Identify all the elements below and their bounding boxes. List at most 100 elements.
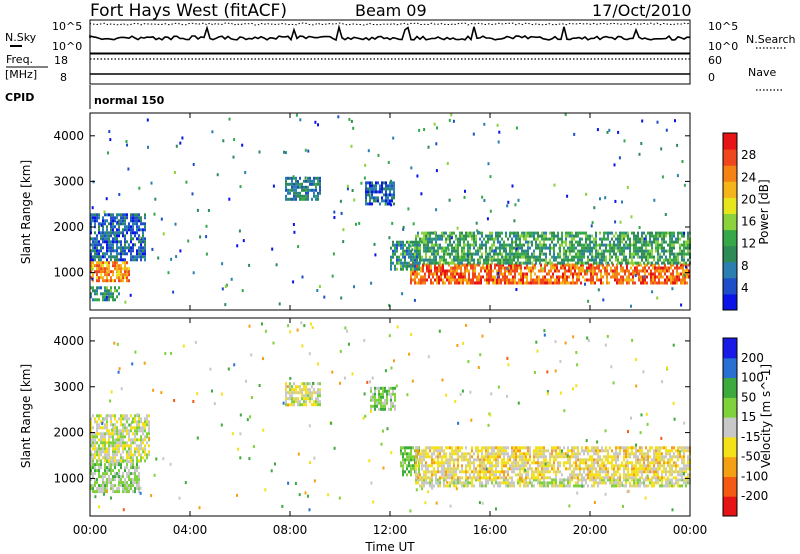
data-cell bbox=[497, 449, 499, 453]
data-cell bbox=[551, 467, 553, 471]
data-cell bbox=[297, 400, 299, 404]
data-cell bbox=[501, 470, 503, 474]
data-cell bbox=[565, 455, 567, 459]
data-cell bbox=[679, 484, 681, 488]
data-cell bbox=[364, 163, 367, 167]
data-cell bbox=[535, 446, 537, 450]
data-cell bbox=[635, 240, 637, 244]
data-cell bbox=[506, 278, 508, 282]
data-cell bbox=[593, 464, 595, 468]
data-cell bbox=[599, 231, 601, 235]
data-cell bbox=[447, 458, 449, 462]
data-cell bbox=[629, 252, 631, 256]
data-cell bbox=[686, 281, 688, 285]
data-cell bbox=[464, 189, 466, 193]
data-cell bbox=[517, 467, 519, 471]
data-cell bbox=[431, 476, 433, 480]
data-cell bbox=[611, 246, 613, 250]
data-cell bbox=[291, 403, 293, 407]
data-cell bbox=[285, 388, 287, 392]
data-cell bbox=[92, 213, 94, 217]
data-cell bbox=[491, 446, 493, 450]
data-cell bbox=[591, 478, 593, 482]
data-cell bbox=[459, 234, 461, 238]
data-cell bbox=[106, 298, 108, 302]
data-cell bbox=[585, 261, 587, 265]
data-cell bbox=[503, 476, 505, 480]
data-cell bbox=[138, 414, 140, 418]
data-cell bbox=[404, 255, 406, 259]
data-cell bbox=[453, 449, 455, 453]
data-cell bbox=[523, 261, 525, 265]
data-cell bbox=[134, 453, 136, 457]
data-cell bbox=[112, 459, 114, 463]
data-cell bbox=[515, 249, 517, 253]
data-cell bbox=[461, 234, 463, 238]
data-cell bbox=[537, 455, 539, 459]
data-cell bbox=[519, 452, 521, 456]
data-cell bbox=[384, 386, 386, 390]
data-cell bbox=[622, 275, 624, 279]
data-cell bbox=[537, 231, 539, 235]
data-cell bbox=[645, 249, 647, 253]
data-cell bbox=[663, 234, 665, 238]
data-cell bbox=[579, 484, 581, 488]
data-cell bbox=[623, 234, 625, 238]
data-cell bbox=[423, 470, 425, 474]
data-cell bbox=[130, 246, 132, 250]
data-cell bbox=[545, 234, 547, 238]
data-cell bbox=[687, 252, 689, 256]
data-cell bbox=[601, 449, 603, 453]
data-cell bbox=[579, 231, 581, 235]
data-cell bbox=[615, 458, 617, 462]
data-cell bbox=[557, 231, 559, 235]
data-cell bbox=[90, 472, 92, 476]
data-cell bbox=[402, 240, 404, 244]
data-cell bbox=[90, 435, 92, 439]
data-cell bbox=[317, 388, 319, 392]
colorbar-tick-label: 20 bbox=[741, 192, 756, 206]
data-cell bbox=[533, 476, 535, 480]
data-cell bbox=[301, 382, 303, 386]
data-cell bbox=[291, 397, 293, 401]
data-cell bbox=[433, 258, 435, 262]
data-cell bbox=[611, 231, 613, 235]
data-cell bbox=[408, 252, 410, 256]
data-cell bbox=[633, 481, 635, 485]
data-cell bbox=[439, 261, 441, 265]
data-cell bbox=[654, 263, 656, 267]
data-cell bbox=[525, 478, 527, 482]
data-cell bbox=[112, 246, 114, 250]
data-cell bbox=[495, 452, 497, 456]
data-cell bbox=[289, 197, 291, 201]
data-cell bbox=[621, 252, 623, 256]
data-cell bbox=[529, 240, 531, 244]
data-cell bbox=[599, 261, 601, 265]
data-cell bbox=[678, 275, 680, 279]
data-cell bbox=[112, 243, 114, 247]
data-cell bbox=[676, 278, 678, 282]
data-cell bbox=[140, 453, 142, 457]
data-cell bbox=[100, 255, 102, 259]
data-cell bbox=[459, 476, 461, 480]
data-cell bbox=[605, 449, 607, 453]
data-cell bbox=[629, 237, 631, 241]
data-cell bbox=[419, 476, 421, 480]
data-cell bbox=[114, 298, 116, 302]
data-cell bbox=[685, 246, 687, 250]
data-cell bbox=[358, 221, 361, 225]
data-cell bbox=[635, 461, 637, 465]
data-cell bbox=[457, 455, 459, 459]
data-cell bbox=[445, 258, 447, 262]
data-cell bbox=[655, 461, 657, 465]
data-cell bbox=[682, 266, 684, 270]
data-cell bbox=[412, 264, 414, 268]
data-cell bbox=[116, 231, 118, 235]
data-cell bbox=[621, 200, 623, 204]
data-cell bbox=[603, 470, 605, 474]
data-cell bbox=[585, 231, 587, 235]
data-cell bbox=[501, 261, 503, 265]
data-cell bbox=[533, 255, 535, 259]
data-cell bbox=[488, 275, 490, 279]
data-cell bbox=[561, 237, 563, 241]
